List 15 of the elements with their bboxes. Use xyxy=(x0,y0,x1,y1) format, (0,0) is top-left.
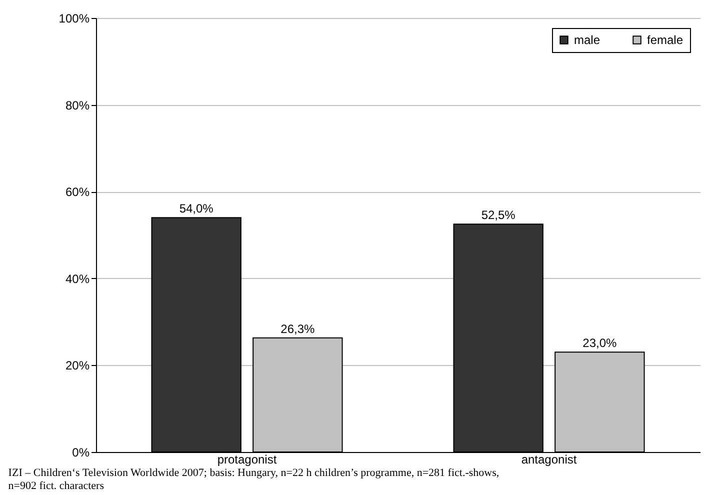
y-tick-label: 40% xyxy=(65,272,90,286)
y-tick-label: 20% xyxy=(65,358,90,373)
text: IZI – Children‘s Television Worldwide 2007; basis: Hungary, n=22 h children’s programme, n=281 fict.-shows, n=902 fict. characters xyxy=(8,467,500,492)
y-tick-label: 80% xyxy=(65,98,90,112)
data-label: 23,0% xyxy=(582,336,618,350)
x-tick-label: antagonist xyxy=(521,452,578,466)
legend-label: female xyxy=(647,33,684,47)
y-tick-label: 0% xyxy=(72,446,90,460)
y-tick-label: 60% xyxy=(65,185,90,200)
legend-label: male xyxy=(574,33,600,47)
data-label: 26,3% xyxy=(280,322,316,336)
x-tick-label: protagonist xyxy=(217,452,278,466)
data-label: 54,0% xyxy=(179,202,214,216)
y-tick-label: 100% xyxy=(58,12,90,26)
data-label: 52,5% xyxy=(481,208,516,222)
